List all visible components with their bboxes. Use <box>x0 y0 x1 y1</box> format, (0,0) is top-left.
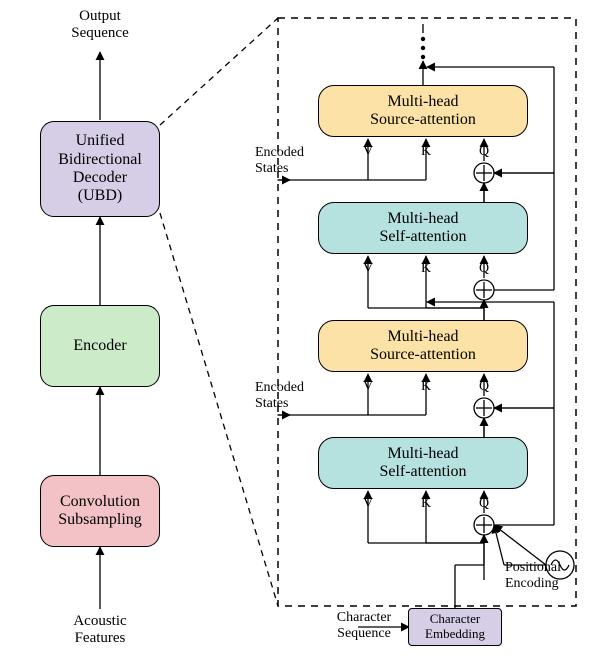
encoder-label: Encoder <box>73 337 126 355</box>
character-sequence-label: CharacterSequence <box>321 610 407 642</box>
positional-encoding-label: PositionalEncoding <box>505 560 592 592</box>
encoded-states-label-upper: EncodedStates <box>255 145 325 177</box>
conv-label: ConvolutionSubsampling <box>58 493 142 530</box>
encoder-block: Encoder <box>40 305 160 387</box>
ubd-label: UnifiedBidirectionalDecoder(UBD) <box>58 132 142 206</box>
ubd-block: UnifiedBidirectionalDecoder(UBD) <box>40 121 160 217</box>
output-sequence-label: OutputSequence <box>30 8 170 43</box>
conv-block: ConvolutionSubsampling <box>40 475 160 547</box>
acoustic-features-label: AcousticFeatures <box>30 613 170 648</box>
self-attention-block-lower: Multi-headSelf-attention <box>318 437 528 489</box>
source-attention-block-lower: Multi-headSource-attention <box>318 320 528 372</box>
self-attention-block-upper: Multi-headSelf-attention <box>318 202 528 254</box>
character-embedding-block: CharacterEmbedding <box>408 608 502 646</box>
source-attention-block-upper: Multi-headSource-attention <box>318 85 528 137</box>
encoded-states-label-lower: EncodedStates <box>255 380 325 412</box>
